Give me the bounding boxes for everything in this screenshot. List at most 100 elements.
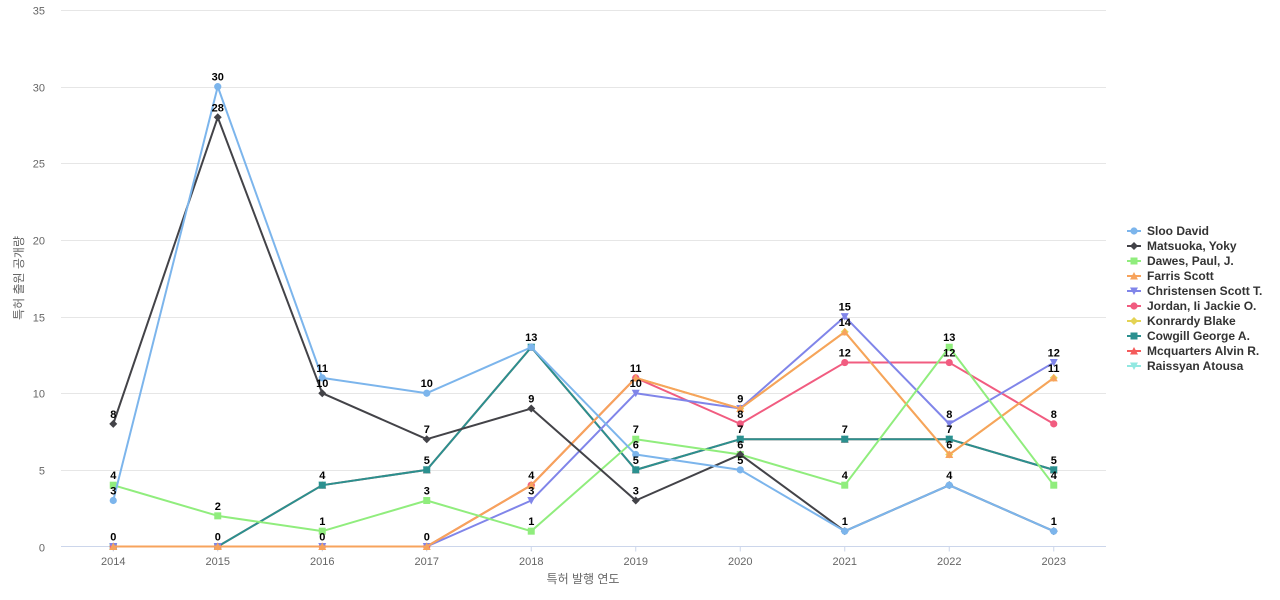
legend-item-jordan-ii-jackie-o[interactable]: Jordan, Ii Jackie O. — [1127, 299, 1256, 313]
data-point — [318, 481, 326, 489]
legend-label: Jordan, Ii Jackie O. — [1147, 299, 1256, 313]
y-axis-title: 특허 출원 공개량 — [12, 236, 26, 320]
legend-symbol — [1130, 272, 1138, 280]
legend-label: Mcquarters Alvin R. — [1147, 344, 1259, 358]
data-label: 8 — [737, 409, 743, 421]
data-point — [318, 389, 327, 398]
series-line — [112, 116, 1055, 533]
data-point — [109, 419, 118, 428]
data-label: 7 — [424, 424, 430, 436]
data-point — [109, 481, 117, 489]
data-point — [841, 435, 849, 443]
data-point — [422, 542, 431, 550]
legend-label: Cowgill George A. — [1147, 329, 1250, 343]
data-point — [527, 527, 535, 535]
y-tick-label: 15 — [33, 313, 45, 325]
data-point — [1050, 420, 1058, 428]
data-label: 8 — [946, 409, 952, 421]
data-label: 9 — [737, 394, 743, 406]
legend-symbol — [1130, 257, 1138, 265]
data-point — [1050, 481, 1058, 489]
data-label: 9 — [528, 394, 534, 406]
data-point — [214, 83, 222, 91]
data-label: 0 — [319, 532, 325, 544]
legend-symbol — [1130, 332, 1138, 340]
legend-item-sloo-david[interactable]: Sloo David — [1127, 224, 1209, 238]
legend-item-raissyan-atousa[interactable]: Raissyan Atousa — [1127, 359, 1244, 373]
data-label: 7 — [633, 424, 639, 436]
data-label: 30 — [212, 72, 224, 84]
data-point — [423, 497, 431, 505]
legend-item-konrardy-blake[interactable]: Konrardy Blake — [1127, 314, 1236, 328]
legend-symbol — [1130, 302, 1138, 310]
x-tick-label: 2020 — [728, 556, 752, 568]
legend-label: Dawes, Paul, J. — [1147, 254, 1234, 268]
y-tick-label: 0 — [39, 543, 45, 555]
legend-symbol — [1130, 227, 1138, 235]
legend-item-dawes-paul-j[interactable]: Dawes, Paul, J. — [1127, 254, 1234, 268]
data-point — [945, 420, 954, 428]
legend-item-cowgill-george-a[interactable]: Cowgill George A. — [1127, 329, 1250, 343]
data-label: 10 — [421, 378, 433, 390]
data-label: 11 — [630, 363, 642, 375]
data-point — [840, 327, 849, 336]
legend-symbol — [1130, 317, 1138, 325]
series-lines — [109, 83, 1058, 551]
legend-item-farris-scott[interactable]: Farris Scott — [1127, 269, 1214, 283]
data-label: 12 — [943, 348, 955, 360]
data-label: 7 — [842, 424, 848, 436]
data-point — [1049, 359, 1058, 367]
data-label: 5 — [737, 455, 743, 467]
legend-item-mcquarters-alvin-r[interactable]: Mcquarters Alvin R. — [1127, 344, 1259, 358]
data-point — [841, 527, 849, 535]
legend-item-christensen-scott-t[interactable]: Christensen Scott T. — [1127, 284, 1262, 298]
data-point — [109, 542, 118, 550]
data-labels: 3840302820111041010753013943111107653987… — [110, 72, 1060, 544]
data-label: 6 — [737, 440, 743, 452]
data-label: 13 — [943, 332, 955, 344]
x-tick-label: 2023 — [1042, 556, 1066, 568]
data-point — [423, 466, 431, 474]
x-axis: 2014 2015 2016 2017 2018 2019 2020 2021 2022 2023 — [61, 546, 1106, 568]
data-point — [945, 435, 953, 443]
data-point — [736, 420, 744, 428]
data-point — [632, 435, 640, 443]
data-label: 11 — [1048, 363, 1060, 375]
series-line — [112, 346, 1055, 548]
data-point — [945, 481, 953, 489]
series-line — [112, 85, 1055, 533]
series-line — [112, 346, 1055, 533]
series-sloo-david — [109, 83, 1058, 535]
data-label: 7 — [946, 424, 952, 436]
data-label: 10 — [630, 378, 642, 390]
data-point — [1050, 466, 1058, 474]
data-label: 14 — [839, 317, 852, 329]
y-tick-label: 25 — [33, 159, 45, 171]
data-label: 6 — [633, 440, 639, 452]
data-point — [213, 113, 222, 122]
legend-item-matsuoka-yoky[interactable]: Matsuoka, Yoky — [1127, 239, 1237, 253]
data-label: 12 — [839, 348, 851, 360]
data-point — [423, 389, 431, 397]
data-point — [631, 496, 640, 505]
x-axis-title: 특허 발행 연도 — [547, 571, 620, 586]
x-tick-label: 2019 — [624, 556, 648, 568]
data-label: 4 — [842, 470, 849, 482]
data-label: 8 — [110, 409, 116, 421]
data-point — [736, 435, 744, 443]
data-point — [632, 466, 640, 474]
data-label: 8 — [1051, 409, 1057, 421]
x-tick-label: 2014 — [101, 556, 125, 568]
data-label: 1 — [528, 516, 534, 528]
series-matsuoka-yoky — [109, 113, 1058, 536]
data-label: 7 — [737, 424, 743, 436]
data-point — [109, 496, 117, 505]
data-point — [318, 527, 326, 535]
data-label: 1 — [842, 516, 848, 528]
data-label: 4 — [319, 470, 326, 482]
data-point — [631, 389, 640, 398]
data-point — [527, 497, 536, 505]
legend-symbol — [1130, 242, 1138, 250]
x-tick-label: 2017 — [415, 556, 439, 568]
